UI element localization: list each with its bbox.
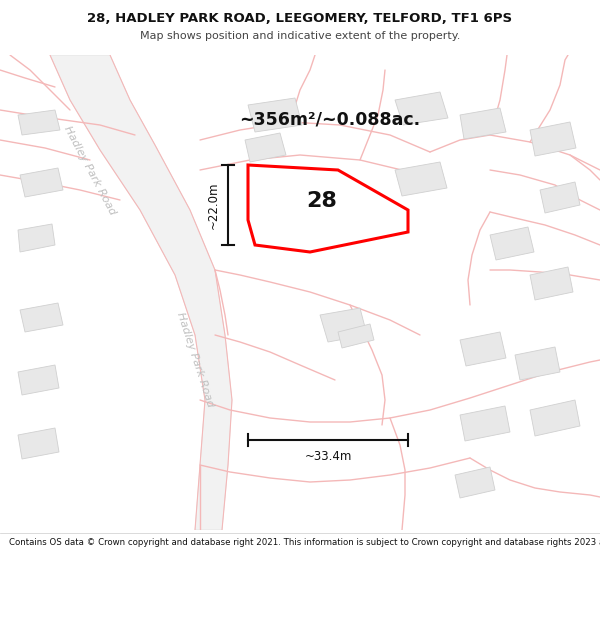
- Polygon shape: [540, 182, 580, 213]
- Polygon shape: [18, 365, 59, 395]
- Polygon shape: [530, 122, 576, 156]
- Polygon shape: [18, 428, 59, 459]
- Polygon shape: [515, 347, 560, 380]
- Polygon shape: [320, 308, 367, 342]
- Polygon shape: [530, 267, 573, 300]
- Text: ~22.0m: ~22.0m: [207, 181, 220, 229]
- Polygon shape: [490, 227, 534, 260]
- Polygon shape: [248, 98, 302, 132]
- Polygon shape: [395, 92, 448, 125]
- Polygon shape: [530, 400, 580, 436]
- Polygon shape: [50, 55, 232, 530]
- Polygon shape: [460, 108, 506, 139]
- Polygon shape: [460, 406, 510, 441]
- Text: Hadley Park Road: Hadley Park Road: [175, 311, 215, 409]
- Polygon shape: [18, 224, 55, 252]
- Polygon shape: [460, 332, 506, 366]
- Text: Map shows position and indicative extent of the property.: Map shows position and indicative extent…: [140, 31, 460, 41]
- Polygon shape: [20, 303, 63, 332]
- Polygon shape: [20, 168, 63, 197]
- Text: 28: 28: [306, 191, 337, 211]
- Text: ~356m²/~0.088ac.: ~356m²/~0.088ac.: [239, 111, 421, 129]
- Polygon shape: [455, 467, 495, 498]
- Polygon shape: [245, 133, 286, 162]
- Polygon shape: [338, 324, 374, 348]
- Polygon shape: [18, 110, 60, 135]
- Text: ~33.4m: ~33.4m: [304, 450, 352, 463]
- Text: Contains OS data © Crown copyright and database right 2021. This information is : Contains OS data © Crown copyright and d…: [9, 538, 600, 547]
- Polygon shape: [395, 162, 447, 196]
- Text: 28, HADLEY PARK ROAD, LEEGOMERY, TELFORD, TF1 6PS: 28, HADLEY PARK ROAD, LEEGOMERY, TELFORD…: [88, 12, 512, 25]
- Text: Hadley Park Road: Hadley Park Road: [62, 124, 118, 216]
